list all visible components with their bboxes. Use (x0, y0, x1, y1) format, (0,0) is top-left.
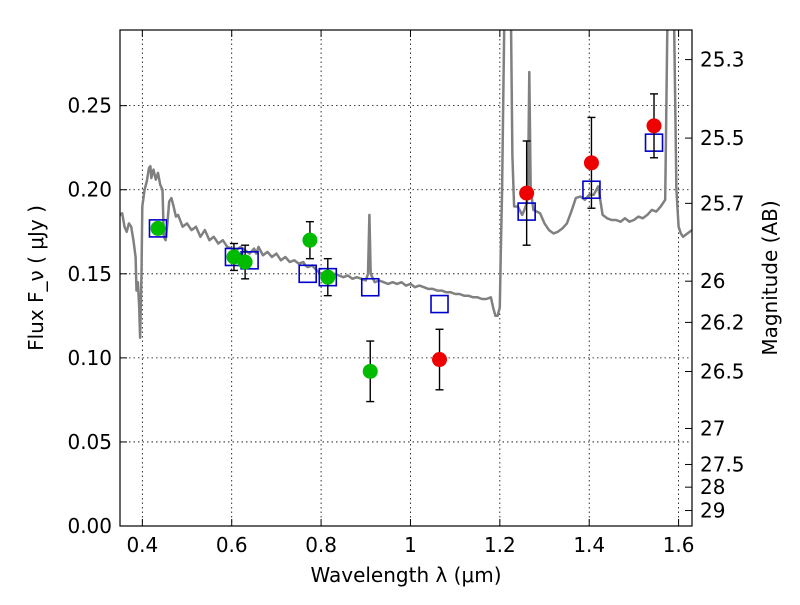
observed-flux-point (362, 363, 378, 379)
y2-tick-label: 29 (700, 499, 725, 523)
x-axis-title: Wavelength λ (μm) (310, 563, 501, 587)
observed-flux-point (583, 155, 599, 171)
observed-flux-point (320, 269, 336, 285)
y2-tick-label: 27.5 (700, 452, 745, 476)
y2-tick-label: 26 (700, 269, 725, 293)
y-tick-label: 0.00 (67, 514, 112, 538)
y-axis-title: Flux F_ν ( μJy ) (24, 205, 48, 351)
y-tick-label: 0.20 (67, 178, 112, 202)
x-tick-label: 1.2 (484, 533, 516, 557)
y2-tick-label: 25.7 (700, 191, 745, 215)
series-layer (120, 30, 692, 403)
y2-tick-label: 25.3 (700, 48, 745, 72)
y2-axis-title: Magnitude (AB) (758, 200, 782, 355)
x-tick-label: 0.8 (305, 533, 337, 557)
y2-tick-label: 26.2 (700, 310, 745, 334)
x-tick-label: 1.4 (573, 533, 605, 557)
y-tick-label: 0.10 (67, 346, 112, 370)
y-tick-label: 0.05 (67, 430, 112, 454)
y2-tick-label: 26.5 (700, 359, 745, 383)
y-axis: 0.00 0.05 0.10 0.15 0.20 0.25 (67, 94, 127, 538)
observed-flux-point (646, 118, 662, 134)
observed-flux-point (519, 185, 535, 201)
y2-tick-label: 25.5 (700, 126, 745, 150)
y-tick-label: 0.25 (67, 94, 112, 118)
model-square-point (298, 264, 317, 284)
model-square-point (148, 219, 168, 238)
model-spectrum-line (120, 30, 692, 339)
x-tick-label: 1.6 (663, 533, 695, 557)
x-tick-label: 1 (404, 533, 417, 557)
y2-tick-label: 28 (700, 475, 725, 499)
x-tick-label: 0.6 (216, 533, 248, 557)
x-tick-label: 0.4 (126, 533, 158, 557)
y2-tick-label: 27 (700, 416, 725, 440)
x-axis: 0.4 0.6 0.8 1 1.2 1.4 1.6 (126, 30, 695, 557)
plot-frame (119, 29, 693, 527)
observed-flux-point (226, 249, 242, 265)
observed-flux-point (237, 254, 253, 270)
observed-flux-point (432, 352, 448, 368)
observed-flux-point (302, 232, 318, 248)
model-square-point (360, 277, 380, 297)
model-square-point (430, 294, 449, 314)
observed-flux-point (150, 220, 166, 236)
y-tick-label: 0.15 (67, 262, 112, 286)
